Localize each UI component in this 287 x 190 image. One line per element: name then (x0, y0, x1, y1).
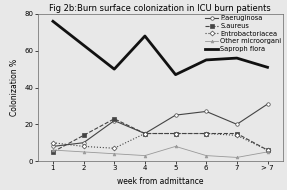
Line: P.aeruginosa: P.aeruginosa (51, 102, 269, 148)
Other microorgani (235, 156, 238, 159)
Saproph flora (143, 35, 147, 37)
Entrobactoriacea (51, 142, 55, 144)
P.aeruginosa (143, 132, 147, 135)
Legend: P.aeruginosa, S.aureus, Entrobactoriacea, Other microorgani, Saproph flora: P.aeruginosa, S.aureus, Entrobactoriacea… (204, 15, 282, 53)
Y-axis label: Colonization %: Colonization % (10, 59, 19, 116)
Entrobactoriacea (113, 147, 116, 149)
X-axis label: week from admittance: week from admittance (117, 177, 203, 186)
Line: Saproph flora: Saproph flora (53, 21, 267, 75)
P.aeruginosa (235, 123, 238, 125)
S.aureus (143, 132, 147, 135)
Saproph flora (174, 74, 177, 76)
Other microorgani (143, 154, 147, 157)
Other microorgani (113, 153, 116, 155)
P.aeruginosa (174, 114, 177, 116)
P.aeruginosa (82, 142, 85, 144)
P.aeruginosa (266, 103, 269, 105)
Other microorgani (82, 151, 85, 153)
S.aureus (113, 118, 116, 120)
Saproph flora (266, 66, 269, 68)
Line: Entrobactoriacea: Entrobactoriacea (51, 132, 269, 152)
Line: S.aureus: S.aureus (51, 117, 269, 154)
Entrobactoriacea (266, 149, 269, 151)
Entrobactoriacea (82, 145, 85, 147)
Title: Fig 2b:Burn surface colonization in ICU burn patients: Fig 2b:Burn surface colonization in ICU … (49, 4, 271, 13)
Other microorgani (204, 154, 208, 157)
Entrobactoriacea (174, 132, 177, 135)
Other microorgani (266, 151, 269, 153)
S.aureus (204, 132, 208, 135)
P.aeruginosa (51, 145, 55, 147)
Line: Other microorgani: Other microorgani (52, 145, 269, 159)
S.aureus (174, 132, 177, 135)
Other microorgani (51, 149, 55, 151)
S.aureus (82, 134, 85, 136)
P.aeruginosa (204, 110, 208, 113)
Entrobactoriacea (235, 134, 238, 136)
Saproph flora (51, 20, 55, 22)
Saproph flora (82, 44, 85, 46)
P.aeruginosa (113, 120, 116, 122)
Saproph flora (204, 59, 208, 61)
S.aureus (51, 151, 55, 153)
Entrobactoriacea (204, 132, 208, 135)
Other microorgani (174, 145, 177, 147)
Saproph flora (113, 68, 116, 70)
Saproph flora (235, 57, 238, 59)
Entrobactoriacea (143, 132, 147, 135)
S.aureus (266, 149, 269, 151)
S.aureus (235, 132, 238, 135)
